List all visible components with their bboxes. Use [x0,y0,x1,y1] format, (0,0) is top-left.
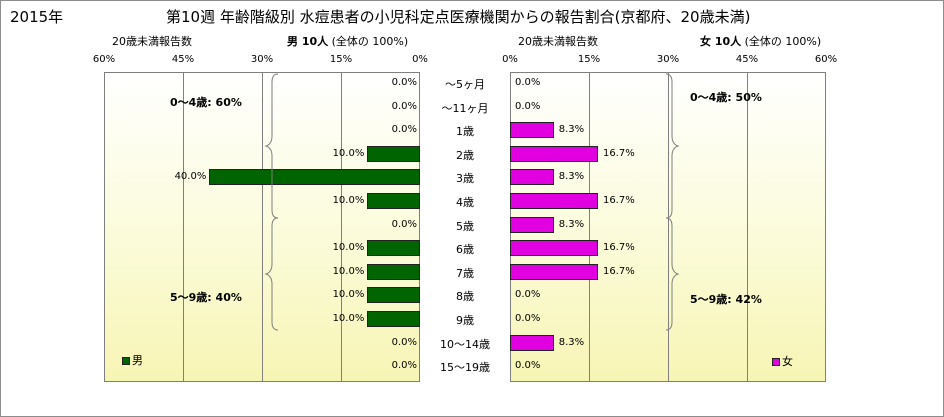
age-label: 9歳 [456,314,474,327]
male-header-sub: (全体の 100%) [331,35,409,48]
female-brace-0-4 [665,73,680,219]
female-value-label: 16.7% [602,147,635,159]
female-value-label: 16.7% [602,195,635,206]
male-value-label: 10.0% [332,147,365,159]
female-value-label: 16.7% [602,242,635,254]
age-label: 8歳 [456,290,474,304]
male-value-label: 0.0% [391,100,417,112]
gridline-right-2 [747,73,748,381]
age-label: 2歳 [456,148,474,162]
male-header-main: 男 10人 [287,35,329,48]
male-header: 男 10人 (全体の 100%) [287,33,408,49]
age-label: 15〜19歳 [440,361,490,375]
male-value-label: 0.0% [391,360,417,372]
tick-right-3: 45% [735,54,759,65]
female-legend-label: 女 [782,355,793,368]
male-bar [367,263,420,280]
female-group-5-9: 5〜9歳: 42% [690,293,762,306]
male-value-label: 10.0% [332,242,365,254]
female-bar [510,216,554,233]
female-value-label: 8.3% [558,336,585,348]
male-value-label: 0.0% [391,77,417,88]
female-header-main: 女 10人 [700,35,742,48]
tick-left-3: 15% [329,54,353,65]
male-value-label: 10.0% [332,265,365,277]
male-bar [367,311,420,327]
female-bar [510,263,598,280]
male-group-5-9: 5〜9歳: 40% [170,291,242,304]
male-group-0-4: 0〜4歳: 60% [170,96,242,109]
female-value-label: 0.0% [515,289,541,301]
female-bar [510,334,554,351]
gridline-left-0 [341,73,342,381]
tick-right-0: 0% [502,54,518,65]
tick-right-4: 60% [814,54,838,65]
male-value-label: 10.0% [332,195,365,206]
female-bar [510,240,598,257]
male-legend: 男 [122,352,143,368]
age-label: 7歳 [456,266,474,280]
chart-title: 第10週 年齢階級別 水痘患者の小児科定点医療機関からの報告割合(京都府、20歳… [166,8,751,26]
male-axis-caption: 20歳未満報告数 [112,35,192,48]
male-plot-area [104,72,420,382]
male-value-label: 0.0% [391,336,417,348]
male-legend-label: 男 [132,354,143,367]
female-bar [510,122,554,139]
age-label: 〜5ヶ月 [445,78,485,91]
age-label: 10〜14歳 [440,337,490,351]
female-value-label: 16.7% [602,265,635,277]
tick-right-2: 30% [656,54,680,65]
female-plot-area [510,72,826,382]
female-legend: 女 [772,353,793,369]
male-value-label: 40.0% [174,171,207,183]
female-bar [510,193,598,209]
tick-left-1: 45% [171,54,195,65]
age-label: 4歳 [456,196,474,209]
female-value-label: 0.0% [515,100,541,112]
female-header-sub: (全体の 100%) [744,35,822,48]
male-value-label: 10.0% [332,289,365,301]
age-label: 1歳 [456,125,474,139]
female-value-label: 8.3% [558,124,585,136]
male-legend-swatch [122,357,130,365]
male-bar [367,287,420,304]
male-brace-5-9 [264,217,279,331]
female-value-label: 8.3% [558,171,585,183]
age-label: 6歳 [456,243,474,257]
age-label: 〜11ヶ月 [441,101,489,115]
male-brace-0-4 [264,73,279,219]
tick-right-1: 15% [577,54,601,65]
female-axis-caption: 20歳未満報告数 [518,35,598,48]
tick-left-0: 60% [92,54,116,65]
age-label: 5歳 [456,219,474,233]
male-bar [367,240,420,257]
male-value-label: 0.0% [391,124,417,136]
male-bar [209,169,420,186]
male-bar [367,145,420,162]
gridline-right-0 [589,73,590,381]
age-label: 3歳 [456,172,474,186]
female-value-label: 8.3% [558,218,585,230]
male-value-label: 10.0% [332,313,365,324]
female-group-0-4: 0〜4歳: 50% [690,91,762,104]
female-legend-swatch [772,358,780,366]
gridline-left-2 [183,73,184,381]
female-brace-5-9 [665,217,680,331]
female-bar [510,169,554,186]
gridline-right-1 [668,73,669,381]
female-value-label: 0.0% [515,313,541,324]
tick-left-4: 0% [412,54,428,65]
male-bar [367,193,420,209]
female-bar [510,145,598,162]
female-value-label: 0.0% [515,77,541,88]
tick-left-2: 30% [250,54,274,65]
female-value-label: 0.0% [515,360,541,372]
female-header: 女 10人 (全体の 100%) [700,33,821,49]
gridline-left-1 [262,73,263,381]
male-value-label: 0.0% [391,218,417,230]
year-label: 2015年 [10,8,64,26]
